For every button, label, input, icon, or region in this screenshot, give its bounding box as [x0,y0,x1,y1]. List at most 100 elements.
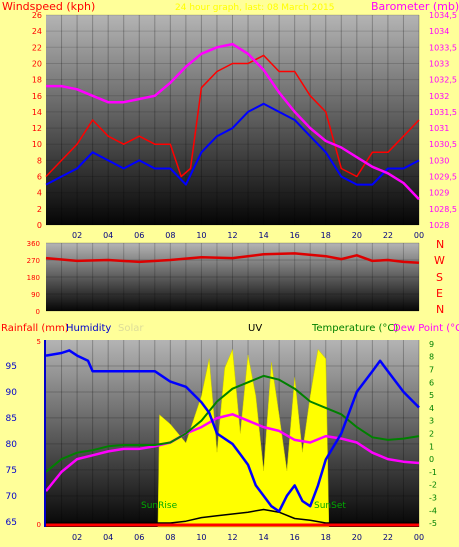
uv-series [46,508,419,524]
humidity-y-tick-label: 80 [6,440,18,450]
solar-label: Solar [118,323,144,334]
baro-y-tick-label: 1028 [429,221,449,230]
humidity-line [45,349,420,513]
temp-y-tick-label: -1 [429,468,437,477]
baro-y-tick-label: 1030 [429,156,449,165]
baro-y-tick-label: 1034,5 [429,11,457,20]
baro-y-tick-label: 1032,5 [429,76,457,85]
wind-x-axis-ticks: 02 04 06 08 10 12 14 16 18 20 22 00 [72,231,424,240]
wind-y-tick-label: 0 [37,221,42,230]
wind-y-tick-label: 24 [32,27,42,36]
wind-y-tick-label: 4 [37,189,42,198]
rain-y-tick-label: 5 [37,338,41,346]
direction-line [45,252,420,265]
compass-e: E [436,287,443,300]
baro-y-tick-label: 1033,5 [429,43,457,52]
temperature-line [45,374,420,473]
baro-y-tick-label: 1031 [429,124,449,133]
wind-x-tick-label: 14 [258,231,268,240]
temperature-y-axis-ticks: -5 -4 -3 -2 -1 0 1 2 3 4 5 6 7 8 9 [429,340,437,528]
rain-y-tick-label: 0 [37,521,41,529]
direction-y-axis-ticks: 0 90 180 270 360 [27,240,40,316]
humidity-y-tick-label: 70 [6,492,18,502]
baro-y-tick-label: 1032 [429,92,449,101]
temp-x-tick-label: 04 [103,533,113,542]
humidity-y-tick-label: 95 [6,362,17,372]
solar-area [157,348,330,528]
temp-y-tick-label: 8 [429,353,434,362]
wind-x-tick-label: 22 [383,231,393,240]
temp-x-tick-label: 14 [258,533,268,542]
temp-y-tick-label: 5 [429,391,434,400]
direction-y-tick-label: 90 [31,291,40,299]
temp-x-tick-label: 02 [72,533,82,542]
temp-x-axis-ticks: 02 04 06 08 10 12 14 16 18 20 22 00 [72,533,424,542]
dew-point-label: Dew Point (°C [393,323,459,334]
sunset-marker: SunSet [314,501,346,511]
wind-x-tick-label: 04 [103,231,113,240]
wind-plot-area [46,15,419,225]
date-title: 24 hour graph, last: 08 March 2015 [175,3,335,13]
barometer-y-axis-ticks: 1028 1028,5 1029 1029,5 1030 1030,5 1031 1031,5… [429,11,457,230]
wind-x-tick-label: 08 [165,231,175,240]
rainfall-label: Rainfall (mm) [1,323,69,334]
wind-y-tick-label: 12 [32,124,42,133]
wind-y-tick-label: 18 [32,76,42,85]
temp-x-tick-label: 18 [321,533,331,542]
compass-s: S [436,271,443,284]
temp-y-tick-label: -3 [429,494,437,503]
wind-x-tick-label: 18 [321,231,331,240]
direction-series [45,252,420,265]
temp-y-tick-label: 6 [429,378,434,387]
baro-y-tick-label: 1029,5 [429,173,457,182]
direction-gridlines [46,242,420,312]
average-wind-series [45,102,420,186]
temp-y-tick-label: 9 [429,340,434,349]
humidity-label: Humidity [66,323,111,334]
wind-gridlines [46,14,420,226]
barometer-label: Barometer (mb) [371,0,459,13]
barometer-line [46,42,420,201]
temp-y-tick-label: 7 [429,365,434,374]
wind-y-tick-label: 6 [37,173,42,182]
uv-label: UV [248,323,262,334]
wind-x-tick-label: 10 [196,231,206,240]
direction-y-tick-label: 360 [27,240,40,248]
temp-y-tick-label: -5 [429,519,437,528]
humidity-y-axis-ticks: 65 70 75 80 85 90 95 0 5 [6,338,41,529]
dew-point-series [45,413,420,492]
wind-x-tick-label: 02 [72,231,82,240]
humidity-y-tick-label: 75 [6,466,17,476]
wind-y-tick-label: 26 [32,11,42,20]
temp-x-tick-label: 10 [196,533,206,542]
sunrise-marker: SunRise [141,501,178,511]
temp-x-tick-label: 00 [414,533,424,542]
temp-y-tick-label: -2 [429,481,437,490]
baro-y-tick-label: 1028,5 [429,205,457,214]
temperature-label: Temperature (°C) [311,323,398,334]
temp-y-tick-label: 4 [429,404,434,413]
wind-x-tick-label: 00 [414,231,424,240]
compass-n-top: N [436,238,444,251]
temp-x-tick-label: 20 [352,533,362,542]
temp-x-tick-label: 16 [290,533,300,542]
temp-x-tick-label: 22 [383,533,393,542]
direction-y-tick-label: 270 [27,257,40,265]
compass-w: W [434,254,445,267]
baro-y-tick-label: 1029 [429,189,449,198]
humidity-y-tick-label: 65 [6,518,17,528]
windspeed-label: Windspeed (kph) [2,0,95,13]
temp-x-tick-label: 08 [165,533,175,542]
wind-x-tick-label: 20 [352,231,362,240]
wind-y-tick-label: 8 [37,156,42,165]
gust-series [45,54,420,178]
baro-y-tick-label: 1034 [429,27,449,36]
temp-y-tick-label: 3 [429,417,434,426]
humidity-y-tick-label: 90 [6,388,18,398]
gust-line [45,54,420,178]
direction-y-tick-label: 0 [36,308,40,316]
uv-line [46,508,419,524]
temp-x-tick-label: 06 [134,533,144,542]
